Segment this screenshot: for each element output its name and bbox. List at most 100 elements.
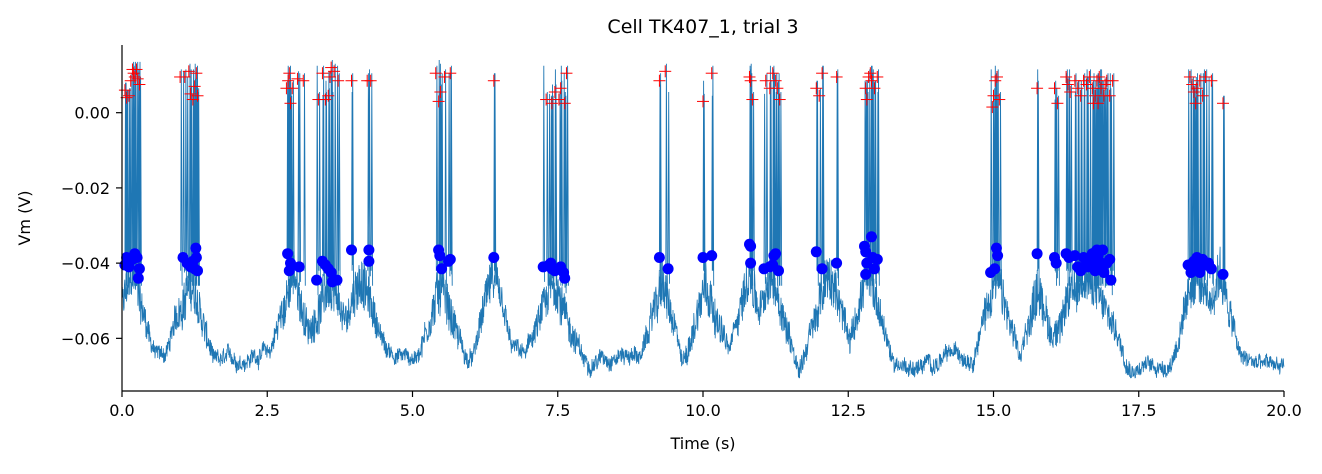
spike-threshold-point: [363, 255, 375, 267]
x-tick-label: 10.0: [685, 401, 721, 420]
spike-threshold-point: [1050, 257, 1062, 269]
voltage-trace-group: [121, 59, 1285, 379]
spike-peak-marker: [282, 74, 295, 87]
spike-peak-marker: [560, 67, 573, 80]
x-tick-label: 15.0: [976, 401, 1012, 420]
spike-threshold-point: [436, 263, 448, 275]
spike-peak-marker: [131, 72, 144, 85]
spike-peak-marker: [190, 67, 203, 80]
spike-threshold-point: [331, 274, 343, 286]
spike-threshold-point: [443, 255, 454, 267]
spike-peak-marker: [771, 82, 784, 95]
spike-peak-marker: [283, 67, 296, 80]
spike-peak-marker: [1205, 74, 1218, 87]
spike-threshold-point: [653, 252, 665, 263]
chart-title: Cell TK407_1, trial 3: [607, 16, 798, 38]
x-tick-label: 7.5: [545, 401, 570, 420]
spike-peak-marker: [766, 67, 779, 80]
spike-threshold-point: [190, 252, 202, 263]
spike-peak-marker: [1183, 70, 1196, 83]
spike-threshold-point: [434, 250, 446, 262]
spike-peak-marker: [191, 89, 204, 102]
spike-threshold-point: [133, 263, 145, 275]
spike-threshold-point: [131, 252, 143, 263]
spike-threshold-point: [1104, 253, 1116, 265]
spike-peak-marker: [558, 97, 571, 110]
spike-peak-marker: [860, 93, 873, 106]
spike-threshold-point: [363, 244, 375, 256]
spike-peak-marker: [871, 70, 884, 83]
spike-peak-marker: [746, 93, 759, 106]
spike-threshold-point: [1069, 250, 1081, 262]
spike-threshold-point: [545, 257, 557, 269]
spike-peak-marker: [429, 67, 442, 80]
spike-threshold-point: [871, 253, 883, 265]
spike-threshold-point: [1031, 248, 1043, 260]
spike-peak-marker: [133, 78, 146, 91]
spike-peak-marker: [1189, 97, 1202, 110]
spike-peak-marker: [813, 89, 826, 102]
spike-threshold-point: [662, 263, 674, 275]
spike-peak-marker: [487, 74, 500, 87]
spike-peak-marker: [1051, 97, 1064, 110]
spike-peak-marker: [1061, 78, 1074, 91]
spike-peak-marker: [332, 74, 345, 87]
y-axis-label: Vm (V): [15, 190, 34, 245]
y-tick-label: −0.02: [61, 179, 110, 198]
x-tick-label: 20.0: [1266, 401, 1302, 420]
spike-peak-marker: [986, 101, 999, 114]
spike-peak-marker: [291, 72, 304, 85]
y-tick-label: −0.06: [61, 329, 110, 348]
spike-peak-marker: [993, 93, 1006, 106]
spike-peak-marker: [1092, 97, 1105, 110]
spike-peak-marker: [316, 67, 329, 80]
spike-threshold-point: [745, 240, 757, 252]
spike-peak-marker: [744, 74, 757, 87]
spike-threshold-point: [346, 244, 357, 256]
spike-peak-marker: [120, 91, 133, 104]
spike-peak-marker: [1031, 82, 1044, 95]
spike-threshold-point: [770, 248, 782, 260]
spike-threshold-point: [311, 274, 323, 286]
spike-peak-marker: [1103, 89, 1116, 102]
spike-threshold-point: [192, 265, 203, 277]
spike-peak-marker: [697, 95, 709, 108]
spike-peak-marker: [1196, 89, 1209, 102]
spike-peak-marker: [1060, 70, 1073, 83]
spike-peak-marker: [364, 74, 377, 87]
spike-peak-marker: [659, 65, 672, 78]
x-tick-label: 0.0: [109, 401, 134, 420]
y-tick-label: 0.00: [74, 104, 110, 123]
spike-threshold-point: [190, 242, 202, 254]
spike-peak-marker: [1074, 89, 1087, 102]
spike-threshold-point: [810, 246, 822, 258]
spike-peak-marker: [769, 74, 782, 87]
spike-peak-marker: [284, 97, 297, 110]
spike-threshold-point: [488, 252, 500, 263]
spike-marker-group: [118, 61, 1229, 288]
spike-peak-marker: [432, 95, 445, 108]
spike-peak-marker: [434, 86, 447, 99]
spike-threshold-point: [992, 250, 1004, 262]
spike-peak-marker: [864, 67, 877, 80]
y-tick-label: −0.04: [61, 254, 110, 273]
x-tick-label: 2.5: [255, 401, 280, 420]
spike-peak-marker: [773, 93, 786, 106]
spike-threshold-point: [293, 261, 305, 273]
y-ticks: 0.00 −0.02 −0.04 −0.06: [61, 104, 122, 348]
spike-peak-marker: [182, 65, 195, 78]
spike-peak-marker: [1093, 70, 1106, 83]
spike-threshold-point: [1105, 274, 1117, 286]
spike-threshold-point: [1217, 268, 1229, 280]
spike-peak-marker: [990, 70, 1003, 83]
spike-threshold-point: [989, 263, 1001, 275]
spike-threshold-point: [745, 257, 757, 269]
spike-peak-marker: [868, 82, 881, 95]
x-tick-label: 12.5: [830, 401, 866, 420]
spike-peak-marker: [286, 82, 299, 95]
spike-peak-marker: [328, 65, 341, 78]
spike-threshold-point: [697, 252, 709, 263]
spike-peak-marker: [130, 63, 143, 76]
